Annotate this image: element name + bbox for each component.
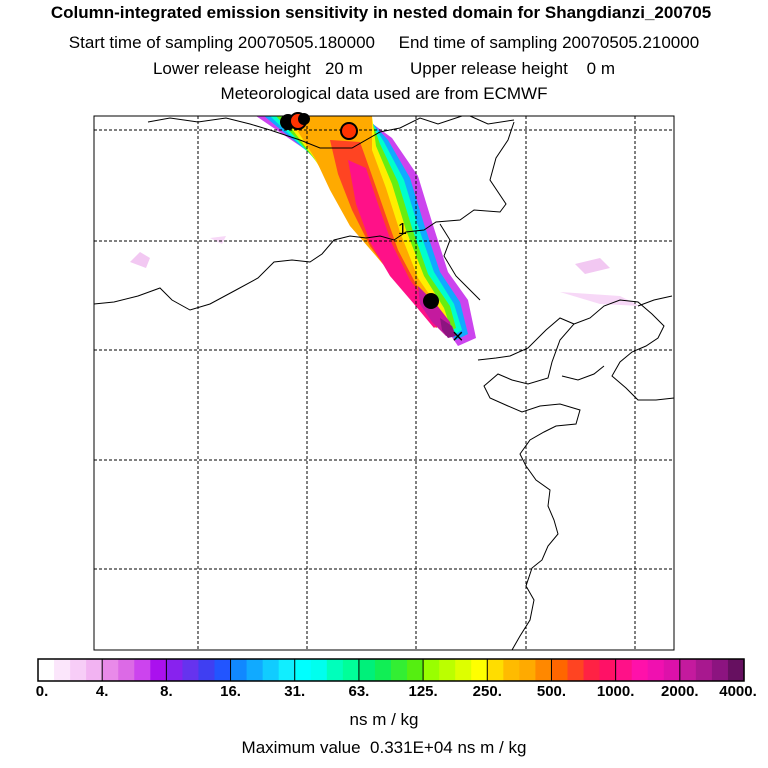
plume-layer-outer [560,292,640,306]
colorbar-swatch [551,659,569,681]
trajectory-point-red [340,122,358,140]
coastline-peninsula [439,223,481,301]
plume-layer-outer [210,236,226,244]
colorbar-tick-label: 8. [160,683,173,700]
colorbar-tick-label: 250. [472,683,502,700]
colorbar-swatch [663,659,681,681]
colorbar-swatch [503,659,520,681]
colorbar-swatch [599,659,617,681]
trajectory-point-black [298,113,310,125]
border-mainland [573,299,675,401]
colorbar-swatch [54,659,71,681]
colorbar-swatch [198,659,216,681]
colorbar-swatch [487,659,504,681]
plume-layer-max [440,318,456,338]
colorbar-swatch [631,659,649,681]
colorbar-swatch [679,659,697,681]
colorbar-tick-label: 4. [95,683,109,700]
colorbar-swatch [583,659,601,681]
release-height-line: Lower release height 20 m Upper release … [152,59,616,78]
colorbar-swatch [439,659,456,681]
colorbar-swatch [38,659,55,681]
colorbar-swatch [647,659,665,681]
coastline-bay [93,121,515,311]
colorbar-tick-label: 0. [35,683,49,700]
trajectory-label: 1 [398,221,407,238]
colorbar-swatch [423,659,440,681]
max-value-text: Maximum value 0.331E+04 ns m / kg [241,738,527,757]
colorbar-swatch [150,659,167,681]
colorbar-swatch [182,659,200,681]
colorbar-swatch [567,659,585,681]
colorbar-swatch [455,659,472,681]
colorbar-swatch [214,659,232,681]
colorbar-swatch [278,659,296,681]
colorbar-tick-label: 500. [536,683,567,700]
colorbar-swatch [102,659,119,681]
colorbar-swatch [326,659,344,681]
coastline-north-2 [469,115,515,125]
trajectory-markers: 1 × [280,112,464,348]
colorbar-swatch [294,659,312,681]
coastline-east-3 [637,295,673,307]
chart-title: Column-integrated emission sensitivity i… [50,3,712,22]
colorbar-swatch [374,659,392,681]
sampling-time-line: Start time of sampling 20070505.180000 E… [68,33,700,52]
coastline-north [147,115,463,149]
colorbar-swatch [166,659,184,681]
colorbar-swatch [695,659,713,681]
colorbar-swatch [342,659,360,681]
colorbar-swatch [711,659,729,681]
colorbar-swatch [407,659,424,681]
colorbar-frame [37,658,745,682]
meteo-source-line: Meteorological data used are from ECMWF [220,84,548,103]
colorbar-tick-label: 63. [348,683,370,700]
colorbar-swatch [519,659,537,681]
sensitivity-plume [130,116,640,346]
colorbar-units: ns m / kg [349,710,419,729]
plume-layer-outer [575,258,610,274]
colorbar-swatch [535,659,553,681]
trajectory-point-black [423,293,439,309]
coastline-east [477,317,581,651]
colorbar-tick-label: 31. [284,683,306,700]
colorbar-swatch [246,659,264,681]
plume-layer-outer [130,252,150,268]
colorbar-tick-label: 1000. [596,683,635,700]
colorbar-swatch [230,659,248,681]
colorbar-swatch [118,659,135,681]
colorbar-tick-label: 16. [220,683,241,700]
colorbar [37,658,745,682]
colorbar-swatch [134,659,151,681]
release-site-marker: × [452,326,464,348]
colorbar-tick-label: 4000. [719,683,757,700]
colorbar-tick-label: 2000. [661,683,699,700]
coastline-east-2 [561,365,605,381]
colorbar-tick-label: 125. [408,683,438,700]
colorbar-swatch [262,659,280,681]
map-grid [94,116,674,650]
map-frame [93,115,675,651]
colorbar-swatch [310,659,328,681]
colorbar-swatch [391,659,408,681]
colorbar-swatch [358,659,376,681]
coastlines [93,115,675,651]
colorbar-swatch [471,659,488,681]
colorbar-swatch [86,659,103,681]
colorbar-swatch [615,659,633,681]
colorbar-swatch [70,659,87,681]
colorbar-swatch [727,659,745,681]
plume-layer-pink [348,160,440,328]
